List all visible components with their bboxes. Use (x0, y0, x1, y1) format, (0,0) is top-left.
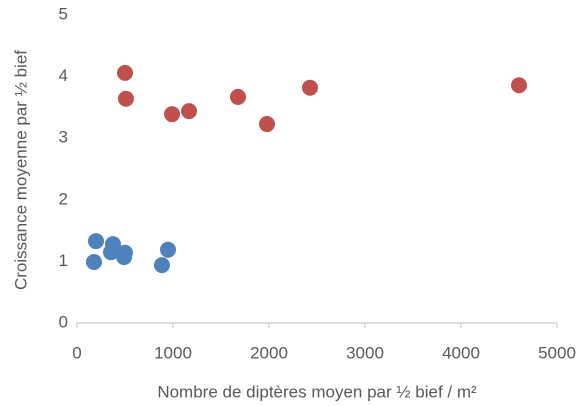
point (88, 233, 105, 250)
point (85, 254, 102, 271)
point (160, 241, 177, 258)
point (301, 79, 318, 96)
point (116, 249, 133, 266)
point (181, 103, 198, 120)
point (153, 257, 170, 274)
point (102, 244, 119, 261)
x-axis-title: Nombre de diptères moyen par ½ bief / m² (157, 382, 477, 401)
y-tick-label: 5 (59, 4, 68, 23)
x-tick-label: 3000 (346, 343, 384, 362)
y-tick-label: 1 (59, 251, 68, 270)
x-tick-label: 1000 (154, 343, 192, 362)
point (164, 106, 181, 123)
point (258, 116, 275, 133)
y-tick-label: 4 (59, 66, 68, 85)
y-axis-title: Croissance moyenne par ½ bief (11, 50, 30, 290)
point (510, 77, 527, 94)
y-tick-label: 0 (59, 312, 68, 331)
x-tick-label: 5000 (538, 343, 576, 362)
point (229, 88, 246, 105)
x-tick-label: 2000 (250, 343, 288, 362)
x-tick-label: 4000 (442, 343, 480, 362)
point (117, 90, 134, 107)
y-tick-label: 2 (59, 189, 68, 208)
y-tick-label: 3 (59, 128, 68, 147)
point (117, 64, 133, 81)
x-tick-label: 0 (72, 343, 81, 362)
